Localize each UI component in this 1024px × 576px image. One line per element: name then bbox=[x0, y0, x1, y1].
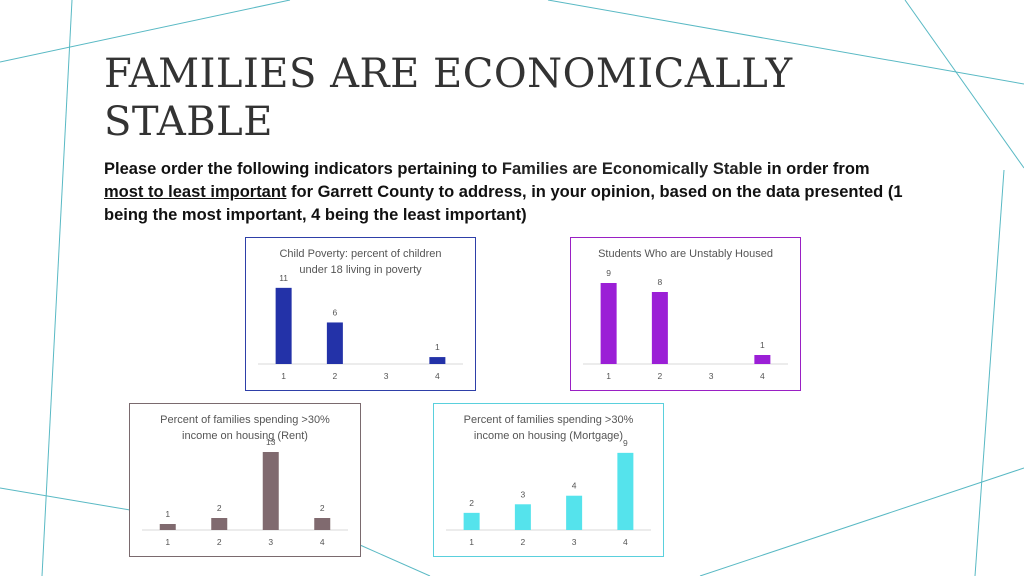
instruction-highlight: Families are Economically Stable bbox=[501, 160, 763, 178]
bar bbox=[651, 292, 668, 364]
data-label: 13 bbox=[266, 437, 276, 447]
bar bbox=[326, 322, 343, 364]
bar bbox=[463, 512, 480, 530]
chart-unstably-housed: Students Who are Unstably Housed 9 1 8 2 3 1 4 bbox=[570, 237, 801, 391]
instruction-part1: Please order the following indicators pe… bbox=[104, 160, 502, 178]
chart-title-line1: Child Poverty: percent of children bbox=[279, 248, 442, 260]
bar bbox=[211, 518, 228, 530]
chart-title: Percent of families spending >30% income… bbox=[434, 412, 663, 444]
x-tick-label: 2 bbox=[658, 371, 663, 381]
chart-plot: 9 1 8 2 3 1 4 bbox=[583, 268, 788, 381]
data-label: 4 bbox=[572, 481, 577, 491]
chart-title-line1: Percent of families spending >30% bbox=[463, 414, 634, 426]
bar bbox=[566, 495, 583, 530]
x-tick-label: 4 bbox=[320, 537, 325, 547]
data-label: 8 bbox=[658, 277, 663, 287]
x-tick-label: 3 bbox=[572, 537, 577, 547]
data-label: 2 bbox=[320, 503, 325, 513]
instruction-underlined: most to least important bbox=[104, 183, 287, 201]
x-tick-label: 3 bbox=[384, 371, 389, 381]
instruction-text: Please order the following indicators pe… bbox=[104, 158, 904, 227]
chart-title-line1: Percent of families spending >30% bbox=[160, 414, 330, 426]
data-label: 9 bbox=[606, 268, 611, 278]
x-tick-label: 3 bbox=[709, 371, 714, 381]
bar bbox=[514, 504, 531, 530]
bar bbox=[262, 452, 279, 530]
chart-plot: 2 1 3 2 4 3 9 4 bbox=[446, 438, 651, 547]
bar bbox=[754, 355, 771, 364]
chart-housing-rent: Percent of families spending >30% income… bbox=[129, 403, 361, 557]
instruction-part3: for Garrett County to address, in your o… bbox=[104, 183, 903, 224]
data-label: 3 bbox=[521, 489, 526, 499]
x-tick-label: 3 bbox=[268, 537, 273, 547]
chart-title: Percent of families spending >30% income… bbox=[130, 412, 360, 444]
instruction-part2: in order from bbox=[762, 160, 870, 178]
chart-child-poverty: Child Poverty: percent of children under… bbox=[245, 237, 476, 391]
slide-title-line1: FAMILIES ARE ECONOMICALLY bbox=[104, 51, 793, 97]
chart-title: Child Poverty: percent of children under… bbox=[246, 246, 475, 278]
chart-title-line1: Students Who are Unstably Housed bbox=[598, 248, 773, 260]
x-tick-label: 4 bbox=[623, 537, 628, 547]
data-label: 11 bbox=[279, 273, 288, 283]
x-tick-label: 4 bbox=[435, 371, 440, 381]
chart-plot: 1 1 2 2 13 3 2 4 bbox=[142, 437, 348, 547]
data-label: 6 bbox=[333, 307, 338, 317]
chart-title: Students Who are Unstably Housed bbox=[571, 246, 800, 262]
bar bbox=[617, 452, 634, 530]
bar bbox=[314, 518, 331, 530]
data-label: 2 bbox=[469, 498, 474, 508]
bar bbox=[159, 524, 176, 530]
data-label: 2 bbox=[217, 503, 222, 513]
chart-title-line2: income on housing (Mortgage) bbox=[473, 430, 624, 442]
bar bbox=[429, 357, 446, 364]
data-label: 9 bbox=[623, 438, 628, 448]
chart-title-line2: income on housing (Rent) bbox=[182, 430, 308, 442]
x-tick-label: 2 bbox=[521, 537, 526, 547]
x-tick-label: 1 bbox=[469, 537, 474, 547]
data-label: 1 bbox=[760, 340, 765, 350]
x-tick-label: 1 bbox=[165, 537, 170, 547]
x-tick-label: 1 bbox=[281, 371, 286, 381]
x-tick-label: 4 bbox=[760, 371, 765, 381]
chart-housing-mortgage: Percent of families spending >30% income… bbox=[433, 403, 664, 557]
x-tick-label: 1 bbox=[606, 371, 611, 381]
slide-title-line2: STABLE bbox=[104, 99, 273, 145]
bar bbox=[275, 287, 292, 364]
chart-title-line2: under 18 living in poverty bbox=[299, 264, 422, 276]
data-label: 1 bbox=[435, 342, 440, 352]
slide-title: FAMILIES ARE ECONOMICALLY STABLE bbox=[104, 50, 864, 146]
bar bbox=[600, 283, 617, 364]
data-label: 1 bbox=[165, 509, 170, 519]
x-tick-label: 2 bbox=[217, 537, 222, 547]
x-tick-label: 2 bbox=[333, 371, 338, 381]
